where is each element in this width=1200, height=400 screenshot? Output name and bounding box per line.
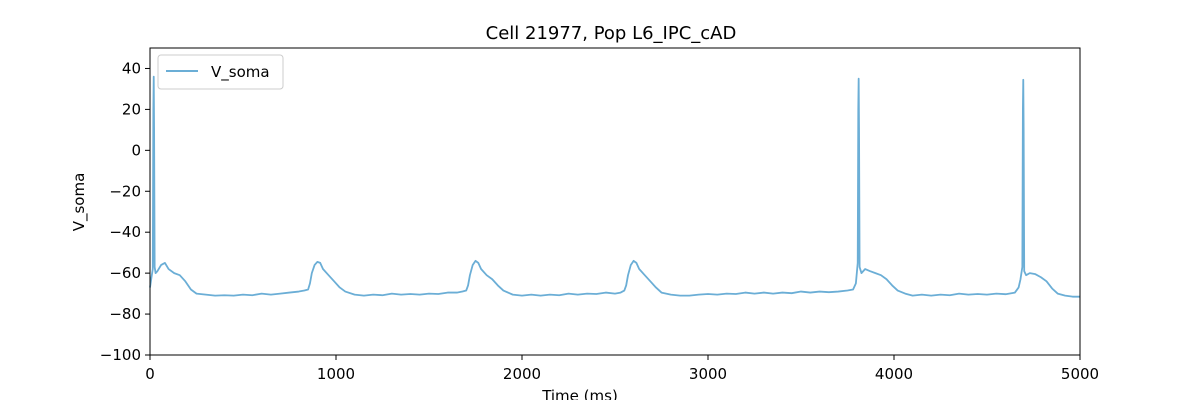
y-axis-label: V_soma [70,173,89,232]
y-axis-ticks: −100 −80 −60 −40 −20 0 20 40 [100,59,150,364]
plot-area [150,48,1080,355]
y-tick-label: −60 [109,264,141,282]
y-tick-label: 0 [131,141,141,159]
y-tick-label: −80 [109,305,141,323]
series-layer [149,75,1080,298]
legend: V_soma [157,54,284,90]
y-tick-label: −40 [109,223,141,241]
y-tick-label: −100 [100,346,141,364]
x-tick-label: 5000 [1061,365,1099,383]
plot-frame [149,47,1081,356]
x-tick-label: 2000 [503,365,541,383]
legend-label: V_soma [211,63,270,82]
legend-box [157,54,284,90]
y-tick-label: −20 [109,182,141,200]
y-tick-label: 40 [122,59,141,77]
y-tick-label: 20 [122,100,141,118]
x-tick-label: 1000 [317,365,355,383]
x-tick-label: 3000 [689,365,727,383]
x-axis-label: Time (ms) [541,387,618,400]
series-line-v-soma [149,75,1080,298]
x-tick-label: 0 [145,365,155,383]
x-tick-label: 4000 [875,365,913,383]
x-axis-ticks: 0 1000 2000 3000 4000 5000 [145,355,1099,383]
chart-title: Cell 21977, Pop L6_IPC_cAD [486,23,737,44]
